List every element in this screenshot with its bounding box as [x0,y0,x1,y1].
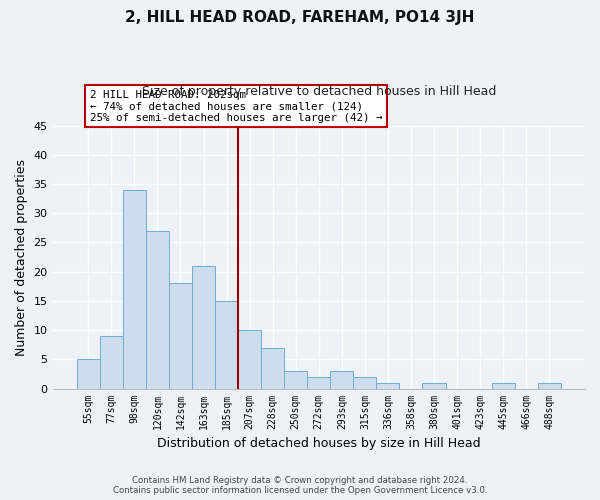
Bar [215,301,238,388]
Bar [330,371,353,388]
Bar [284,371,307,388]
Y-axis label: Number of detached properties: Number of detached properties [15,158,28,356]
Bar [123,190,146,388]
Bar [192,266,215,388]
Text: 2, HILL HEAD ROAD, FAREHAM, PO14 3JH: 2, HILL HEAD ROAD, FAREHAM, PO14 3JH [125,10,475,25]
Bar [77,360,100,388]
Bar [307,377,330,388]
Text: Contains HM Land Registry data © Crown copyright and database right 2024.
Contai: Contains HM Land Registry data © Crown c… [113,476,487,495]
Bar [538,382,561,388]
Bar [491,382,515,388]
Bar [422,382,446,388]
Bar [353,377,376,388]
Text: 2 HILL HEAD ROAD: 202sqm
← 74% of detached houses are smaller (124)
25% of semi-: 2 HILL HEAD ROAD: 202sqm ← 74% of detach… [90,90,382,123]
Bar [100,336,123,388]
Bar [238,330,261,388]
X-axis label: Distribution of detached houses by size in Hill Head: Distribution of detached houses by size … [157,437,481,450]
Title: Size of property relative to detached houses in Hill Head: Size of property relative to detached ho… [142,85,496,98]
Bar [146,231,169,388]
Bar [169,284,192,389]
Bar [376,382,400,388]
Bar [261,348,284,389]
